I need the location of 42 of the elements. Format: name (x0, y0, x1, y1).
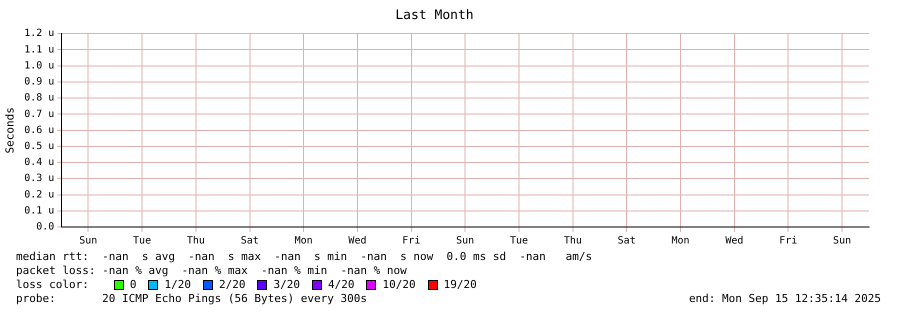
x-tick-label: Sun (456, 236, 474, 247)
y-tick-label: 0.7 u (24, 108, 54, 120)
y-tick-label: 1.1 u (24, 44, 54, 56)
x-tick-label: Sun (833, 236, 852, 247)
x-tick-label: Wed (348, 236, 366, 247)
x-tick-label: Tue (133, 236, 152, 247)
legend-label: 10/20 (382, 278, 416, 292)
x-tick-label: Sat (618, 236, 636, 247)
legend-label: 4/20 (328, 278, 354, 292)
y-tick-label: 1.2 u (24, 28, 54, 40)
y-tick-label: 0.1 u (24, 205, 54, 216)
x-tick-label: Mon (672, 236, 690, 247)
text: packet loss: -nan % avg -nan % max -nan % min -nan % now (16, 264, 408, 278)
legend-label: 19/20 (444, 278, 477, 292)
x-tick-label: Sat (240, 236, 259, 247)
y-tick-label: 0.8 u (24, 92, 54, 104)
legend-label: 0 (130, 278, 136, 292)
x-tick-label: Tue (510, 236, 528, 247)
x-tick-label: Wed (725, 236, 744, 247)
text: median rtt: -nan s avg -nan s max -nan s min -nan s now 0.0 ms sd -nan am/s (16, 250, 594, 264)
legend-label: 2/20 (218, 278, 246, 292)
text: end: Mon Sep 15 12:35:14 2025 (688, 292, 881, 306)
y-tick-label: 1.0 u (24, 60, 54, 72)
y-tick-label: 0.3 u (24, 173, 54, 184)
x-tick-label: Thu (186, 236, 205, 247)
y-axis-title: Seconds (3, 107, 16, 154)
x-tick-label: Thu (564, 236, 582, 247)
y-tick-label: 0.5 u (24, 141, 54, 152)
x-tick-label: Mon (294, 236, 313, 247)
x-tick-label: Fri (402, 236, 420, 247)
legend-label: 3/20 (273, 278, 300, 292)
y-tick-label: 0.2 u (24, 189, 54, 200)
y-tick-label: 0.6 u (24, 124, 54, 136)
legend-title: loss color: (16, 278, 89, 292)
y-tick-label: 0.4 u (24, 157, 54, 168)
x-tick-label: Fri (779, 236, 798, 247)
x-tick-label: Sun (79, 236, 98, 247)
chart-title: Last Month (395, 8, 474, 24)
legend-label: 1/20 (164, 278, 191, 292)
y-tick-label: 0.9 u (24, 76, 54, 88)
text: probe: 20 ICMP Echo Pings (56 Bytes) every 300s (16, 292, 367, 306)
y-tick-label: 0.0 (36, 222, 54, 233)
